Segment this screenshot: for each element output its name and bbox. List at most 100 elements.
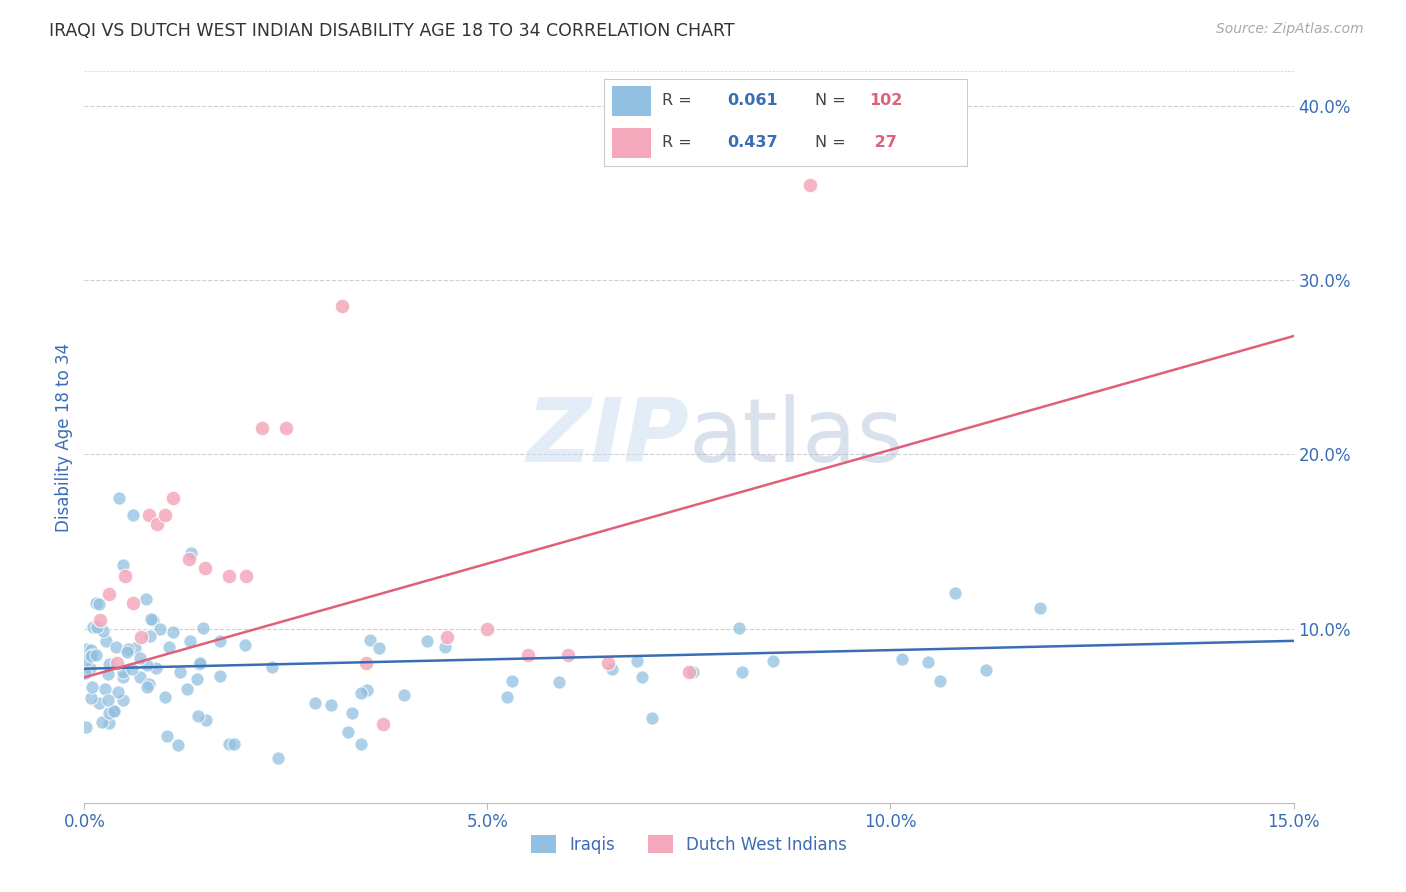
Point xyxy=(336,725,359,739)
Point xyxy=(149,622,172,636)
Point xyxy=(105,640,128,655)
Point xyxy=(350,686,373,700)
Point xyxy=(112,670,135,684)
Point xyxy=(641,711,664,725)
Point xyxy=(84,648,107,663)
Point xyxy=(117,641,139,656)
Point xyxy=(121,508,143,523)
Point xyxy=(75,720,97,734)
Point xyxy=(139,629,162,643)
Point xyxy=(557,648,579,662)
Point xyxy=(218,569,240,583)
Point xyxy=(129,631,152,645)
Point xyxy=(79,691,101,706)
Point xyxy=(179,633,201,648)
Point xyxy=(188,657,211,672)
Point xyxy=(235,569,257,583)
Point xyxy=(392,689,415,703)
Point xyxy=(368,641,391,656)
Point xyxy=(678,665,700,680)
Point xyxy=(114,569,136,583)
Point xyxy=(516,648,538,662)
Point xyxy=(86,620,108,634)
Legend: Iraqis, Dutch West Indians: Iraqis, Dutch West Indians xyxy=(524,829,853,860)
Text: atlas: atlas xyxy=(689,393,904,481)
Point xyxy=(89,597,111,611)
Point xyxy=(194,560,217,574)
Point xyxy=(124,641,146,656)
Point xyxy=(974,663,997,677)
Point xyxy=(142,613,165,627)
Point xyxy=(91,624,114,638)
Point xyxy=(266,750,288,764)
Point xyxy=(82,620,104,634)
Point xyxy=(209,634,232,648)
Point xyxy=(101,704,124,718)
Point xyxy=(477,622,499,636)
Point xyxy=(758,99,780,113)
Point xyxy=(112,665,135,679)
Point xyxy=(84,597,107,611)
Point xyxy=(180,546,202,560)
Point xyxy=(155,729,177,743)
Point xyxy=(340,706,363,720)
Point xyxy=(371,717,394,731)
Point xyxy=(890,652,912,666)
Y-axis label: Disability Age 18 to 34: Disability Age 18 to 34 xyxy=(55,343,73,532)
Point xyxy=(598,657,620,671)
Point xyxy=(94,633,117,648)
Point xyxy=(107,685,129,699)
Point xyxy=(89,613,111,627)
Point xyxy=(176,681,198,696)
Point xyxy=(139,612,162,626)
Point xyxy=(90,715,112,730)
Point xyxy=(169,665,191,679)
Point xyxy=(167,738,190,752)
Point xyxy=(195,713,218,727)
Point xyxy=(162,491,184,505)
Point xyxy=(356,657,378,671)
Point xyxy=(222,737,245,751)
Point xyxy=(105,657,128,671)
Point xyxy=(762,654,785,668)
Point xyxy=(146,517,169,532)
Point xyxy=(260,659,283,673)
Point xyxy=(75,665,97,680)
Point xyxy=(98,657,121,671)
Point xyxy=(103,704,125,718)
Point xyxy=(186,672,208,686)
Point xyxy=(121,662,143,676)
Point xyxy=(728,621,751,635)
Point xyxy=(233,638,256,652)
Point xyxy=(153,508,176,523)
Point xyxy=(121,595,143,609)
Point xyxy=(97,587,120,601)
Point xyxy=(319,698,342,712)
Point xyxy=(76,653,98,667)
Point xyxy=(162,625,184,640)
Point xyxy=(129,651,152,665)
Point xyxy=(501,673,523,688)
Point xyxy=(799,178,821,192)
Point xyxy=(157,640,180,655)
Point xyxy=(945,586,967,600)
Point xyxy=(250,421,273,435)
Point xyxy=(76,641,98,656)
Point xyxy=(111,692,134,706)
Text: IRAQI VS DUTCH WEST INDIAN DISABILITY AGE 18 TO 34 CORRELATION CHART: IRAQI VS DUTCH WEST INDIAN DISABILITY AG… xyxy=(49,22,735,40)
Point xyxy=(89,696,111,710)
Point xyxy=(218,737,240,751)
Point xyxy=(97,666,120,681)
Point xyxy=(153,690,176,704)
Point xyxy=(80,680,103,694)
Point xyxy=(135,591,157,606)
Point xyxy=(682,665,704,679)
Point xyxy=(356,683,378,698)
Point xyxy=(97,706,120,720)
Point xyxy=(82,648,104,662)
Point xyxy=(917,655,939,669)
Point xyxy=(117,644,139,658)
Point xyxy=(97,693,120,707)
Point xyxy=(138,508,160,523)
Point xyxy=(350,737,373,751)
